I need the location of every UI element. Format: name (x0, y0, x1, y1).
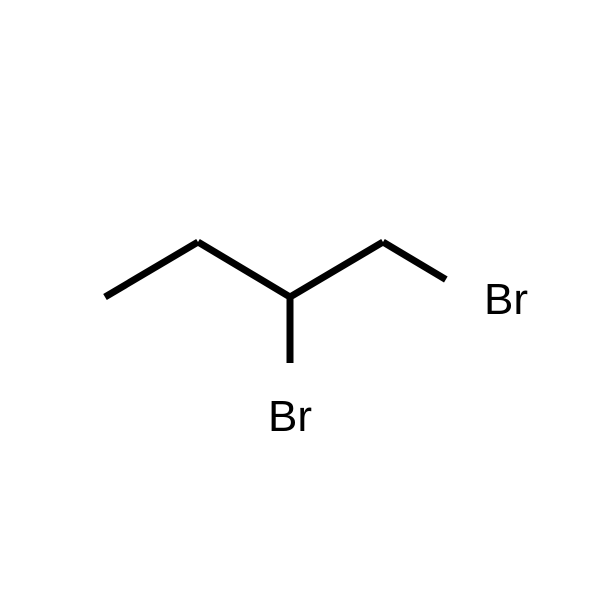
molecule-diagram: Br Br (0, 0, 600, 600)
bond (383, 242, 446, 280)
atom-label: Br (268, 392, 312, 441)
bond (105, 242, 198, 297)
bond (290, 242, 383, 297)
bond (198, 242, 290, 297)
atom-label: Br (484, 275, 528, 324)
